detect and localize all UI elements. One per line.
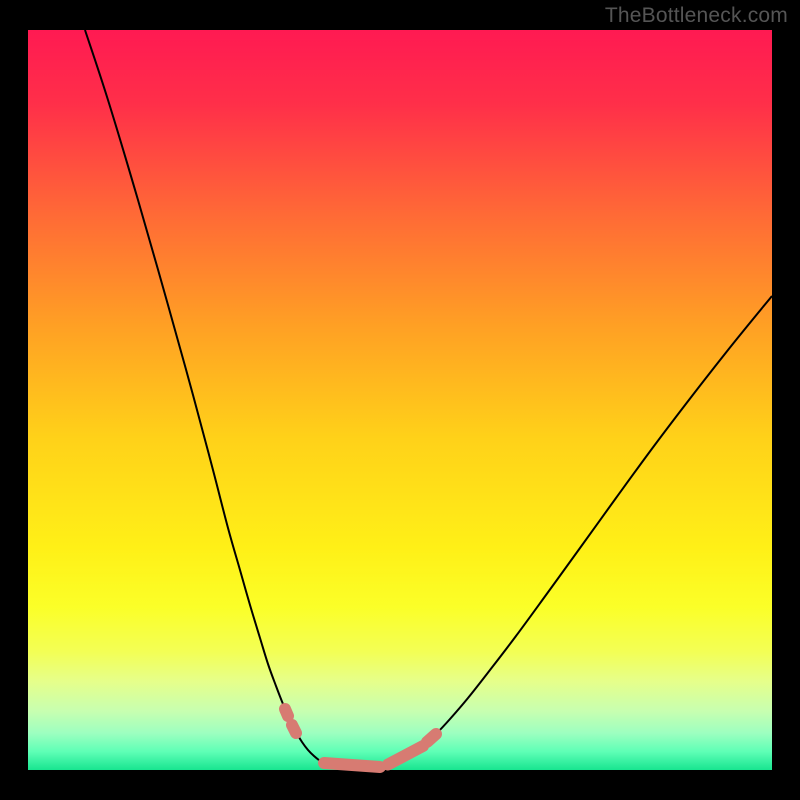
watermark-text: TheBottleneck.com <box>605 4 788 28</box>
plot-area <box>28 30 772 770</box>
curve-right-branch <box>350 296 772 770</box>
chart-svg <box>28 30 772 770</box>
highlight-segment <box>292 725 296 733</box>
curve-left-branch <box>85 30 350 770</box>
highlight-segment <box>388 746 423 765</box>
highlight-segment <box>285 709 288 716</box>
highlight-segment <box>324 763 380 767</box>
highlight-segment <box>427 734 436 742</box>
highlight-segments <box>285 709 436 767</box>
